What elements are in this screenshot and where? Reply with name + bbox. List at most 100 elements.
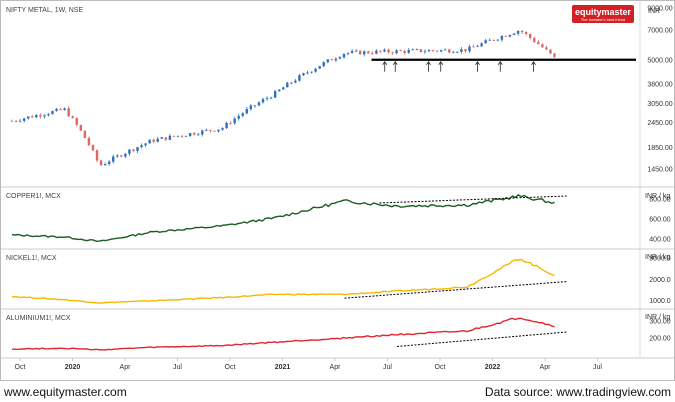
candle-body — [354, 50, 358, 52]
candle-body — [350, 51, 354, 53]
candle-body — [480, 43, 483, 47]
pane4-y-tick-label: 300.00 — [649, 318, 671, 325]
candle-body — [520, 30, 524, 33]
candle-body — [172, 135, 176, 137]
candle-body — [322, 62, 325, 67]
candle-body — [298, 75, 301, 81]
candle-body — [537, 41, 540, 45]
candle-body — [31, 116, 34, 118]
candle-body — [124, 153, 127, 157]
support-touch-arrowhead — [475, 61, 480, 65]
candle-body — [148, 139, 151, 144]
commodity-price-line — [11, 258, 555, 304]
time-axis-label: 2022 — [485, 364, 501, 371]
support-touch-arrowhead — [426, 61, 431, 65]
candle-body — [371, 53, 374, 55]
candle-body — [488, 39, 491, 41]
time-axis-label: 2021 — [275, 364, 291, 371]
candle-body — [201, 130, 204, 135]
candle-body — [225, 122, 228, 129]
aluminium-unit-label: INR / kg — [645, 314, 670, 321]
candle-body — [59, 108, 62, 110]
candle-body — [79, 124, 83, 131]
candle-body — [553, 53, 556, 57]
candle-body — [330, 59, 334, 61]
candle-body — [524, 32, 528, 35]
candle-body — [294, 80, 297, 83]
candle-body — [318, 66, 321, 69]
candle-body — [435, 50, 439, 52]
time-axis-label: Jul — [383, 364, 392, 371]
logo-badge — [572, 5, 634, 23]
pane3-y-tick-label: 2000.0 — [649, 277, 671, 284]
candle-body — [87, 137, 91, 146]
candle-body — [116, 155, 119, 157]
candle-body — [51, 111, 54, 115]
candle-body — [168, 135, 172, 140]
time-axis-label: Jul — [593, 364, 602, 371]
candle-body — [160, 137, 163, 139]
candle-body — [387, 49, 390, 53]
nifty-y-tick-label: 1850.00 — [647, 145, 672, 152]
candle-body — [233, 118, 236, 124]
candle-body — [549, 49, 552, 54]
candle-body — [112, 156, 115, 162]
candle-body — [136, 147, 139, 151]
candle-body — [103, 164, 107, 166]
candle-body — [83, 130, 87, 138]
candle-body — [395, 50, 398, 54]
commodity-price-line — [11, 194, 555, 243]
pane3-y-tick-label: 1000.0 — [649, 298, 671, 305]
candle-body — [411, 49, 415, 51]
candle-body — [205, 129, 208, 131]
candle-body — [464, 49, 467, 52]
footer-website: www.equitymaster.com — [3, 385, 127, 399]
nifty-y-tick-label: 7000.00 — [647, 28, 672, 35]
candle-body — [55, 108, 58, 112]
candle-body — [516, 30, 520, 34]
candle-body — [439, 50, 443, 52]
candle-body — [99, 160, 103, 166]
candle-body — [132, 149, 135, 151]
candle-body — [310, 71, 313, 73]
candle-body — [427, 50, 431, 52]
time-axis-label: Apr — [120, 364, 132, 371]
logo-text: equitymaster — [575, 7, 632, 17]
candle-body — [164, 137, 168, 140]
candle-body — [358, 50, 362, 55]
candle-body — [407, 49, 410, 53]
candle-body — [415, 49, 419, 51]
candle-body — [363, 51, 366, 55]
candle-body — [334, 58, 338, 61]
time-axis-label: Oct — [225, 364, 236, 371]
support-touch-arrowhead — [497, 61, 503, 65]
candle-body — [257, 102, 261, 106]
time-axis-label: Apr — [330, 364, 342, 371]
candle-body — [290, 82, 293, 84]
candle-body — [484, 40, 487, 44]
candle-body — [496, 39, 500, 41]
nickel-unit-label: INR / kg — [645, 254, 670, 261]
nifty-y-tick-label: 5000.00 — [647, 57, 672, 64]
candle-body — [14, 120, 18, 122]
nifty-y-tick-label: 3800.00 — [647, 81, 672, 88]
candle-body — [47, 114, 50, 116]
rising-trendline — [344, 281, 567, 299]
candle-body — [541, 44, 544, 48]
candle-body — [533, 37, 536, 42]
candle-body — [10, 120, 14, 122]
candle-body — [282, 87, 285, 90]
candle-body — [500, 36, 504, 40]
pane4-y-tick-label: 200.00 — [649, 335, 671, 342]
candle-body — [545, 47, 548, 50]
candle-body — [476, 46, 479, 48]
candle-body — [452, 52, 455, 54]
time-axis-label: 2020 — [65, 364, 81, 371]
candle-body — [379, 50, 382, 52]
candle-body — [39, 115, 42, 117]
time-axis-label: Oct — [15, 364, 26, 371]
candle-body — [75, 118, 78, 125]
candle-body — [403, 50, 406, 53]
candle-body — [152, 139, 155, 142]
candle-body — [273, 91, 277, 98]
